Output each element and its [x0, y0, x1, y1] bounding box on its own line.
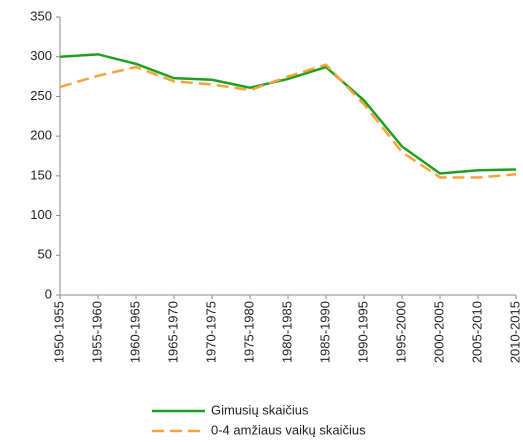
y-tick-label: 200	[30, 128, 52, 143]
x-tick-label: 1950-1955	[51, 301, 66, 363]
series-line	[59, 63, 517, 179]
x-tick-label: 2005-2010	[469, 301, 484, 363]
y-tick-label: 100	[30, 207, 52, 222]
y-tick-label: 300	[30, 48, 52, 63]
x-tick-label: 1965-1970	[165, 301, 180, 363]
series-line	[59, 53, 517, 175]
x-tick-label: 1980-1985	[279, 301, 294, 363]
legend-label: 0-4 amžiaus vaikų skaičius	[211, 422, 366, 437]
y-tick-label: 0	[45, 286, 52, 301]
y-tick-label: 50	[38, 247, 52, 262]
legend-label: Gimusių skaičius	[211, 402, 309, 417]
x-tick-label: 1990-1995	[355, 301, 370, 363]
y-tick-label: 350	[30, 8, 52, 23]
x-tick-label: 1970-1975	[203, 301, 218, 363]
x-tick-label: 1960-1965	[127, 301, 142, 363]
y-tick-label: 150	[30, 167, 52, 182]
x-tick-label: 1955-1960	[89, 301, 104, 363]
x-tick-label: 2000-2005	[431, 301, 446, 363]
x-tick-label: 1975-1980	[241, 301, 256, 363]
x-tick-label: 1985-1990	[317, 301, 332, 363]
x-tick-label: 2010-2015	[507, 301, 522, 363]
x-tick-label: 1995-2000	[393, 301, 408, 363]
y-tick-label: 250	[30, 88, 52, 103]
